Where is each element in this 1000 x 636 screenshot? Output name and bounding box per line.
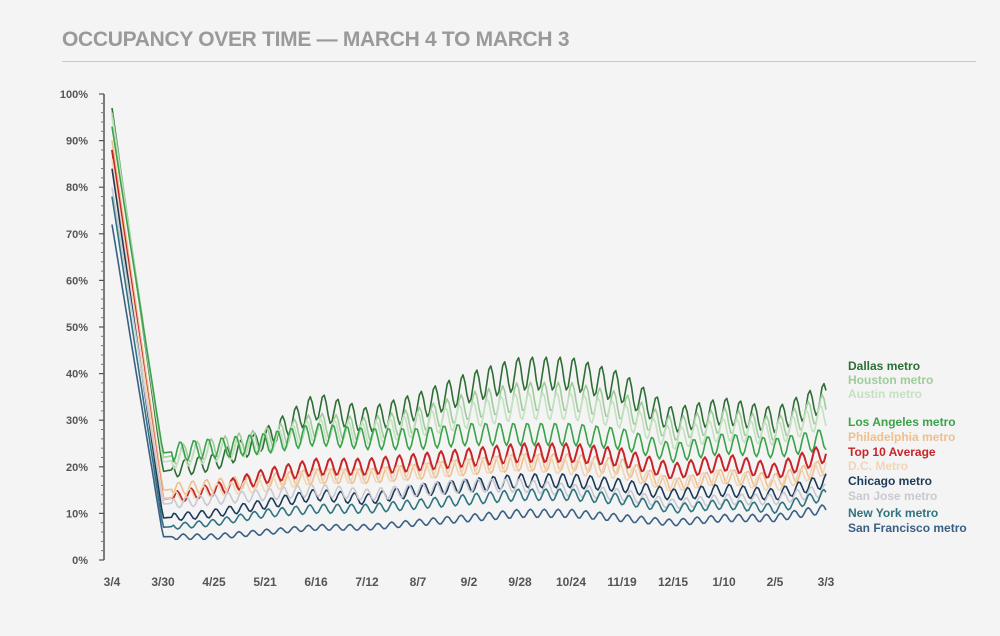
legend-label: Los Angeles metro — [848, 415, 956, 429]
y-tick-label: 90% — [66, 136, 88, 148]
x-tick-label: 3/4 — [104, 575, 121, 589]
y-tick-label: 0% — [72, 555, 88, 567]
legend-label: San Francisco metro — [848, 521, 967, 535]
series-line-san-jose-metro — [111, 187, 827, 510]
legend-label: Chicago metro — [848, 474, 932, 488]
series-line-austin-metro — [111, 117, 827, 470]
legend-label: Philadelphia metro — [848, 430, 955, 444]
y-tick-label: 30% — [66, 415, 88, 427]
y-tick-label: 20% — [66, 462, 88, 474]
series-line-new-york-metro — [111, 196, 827, 530]
x-tick-label: 8/7 — [410, 575, 427, 589]
y-tick-label: 80% — [66, 182, 88, 194]
series-line-san-francisco-metro — [111, 224, 827, 541]
series-line-houston-metro — [111, 112, 827, 465]
legend-label: San Jose metro — [848, 489, 937, 503]
x-tick-label: 4/25 — [202, 575, 226, 589]
x-tick-label: 7/12 — [355, 575, 379, 589]
x-tick-label: 12/15 — [658, 575, 688, 589]
title-divider — [62, 61, 976, 62]
x-tick-label: 3/30 — [151, 575, 175, 589]
x-tick-label: 1/10 — [712, 575, 736, 589]
series-line-top-10-average — [111, 149, 827, 503]
chart-axes: 0% 10% 20% 30% 40% 50% 60% 70% 80% 90% 100% 3/4 3/30… — [60, 89, 835, 589]
y-tick-label: 10% — [66, 508, 88, 520]
series-line-los-angeles-metro — [111, 126, 827, 464]
x-tick-label: 5/21 — [253, 575, 277, 589]
x-tick-label: 6/16 — [304, 575, 328, 589]
y-tick-label: 50% — [66, 322, 88, 334]
x-tick-label: 9/2 — [461, 575, 478, 589]
legend-label: Houston metro — [848, 373, 933, 387]
y-tick-label: 60% — [66, 275, 88, 287]
series-line-chicago-metro — [111, 168, 827, 522]
legend-label: Austin metro — [848, 387, 922, 401]
x-tick-label: 11/19 — [607, 575, 637, 589]
x-tick-label: 9/28 — [508, 575, 532, 589]
y-tick-label: 40% — [66, 369, 88, 381]
x-tick-label: 3/3 — [818, 575, 835, 589]
y-tick-label: 70% — [66, 229, 88, 241]
legend-label: Top 10 Average — [848, 445, 936, 459]
chart-series-lines — [111, 107, 827, 541]
y-tick-label: 100% — [60, 89, 88, 101]
chart-title: OCCUPANCY OVER TIME — MARCH 4 TO MARCH 3 — [62, 28, 570, 51]
x-tick-label: 10/24 — [556, 575, 586, 589]
legend-label: D.C. Metro — [848, 459, 908, 473]
legend-label: Dallas metro — [848, 359, 920, 373]
series-line-d-c-metro — [111, 159, 827, 502]
legend-label: New York metro — [848, 506, 938, 520]
x-tick-label: 2/5 — [767, 575, 784, 589]
